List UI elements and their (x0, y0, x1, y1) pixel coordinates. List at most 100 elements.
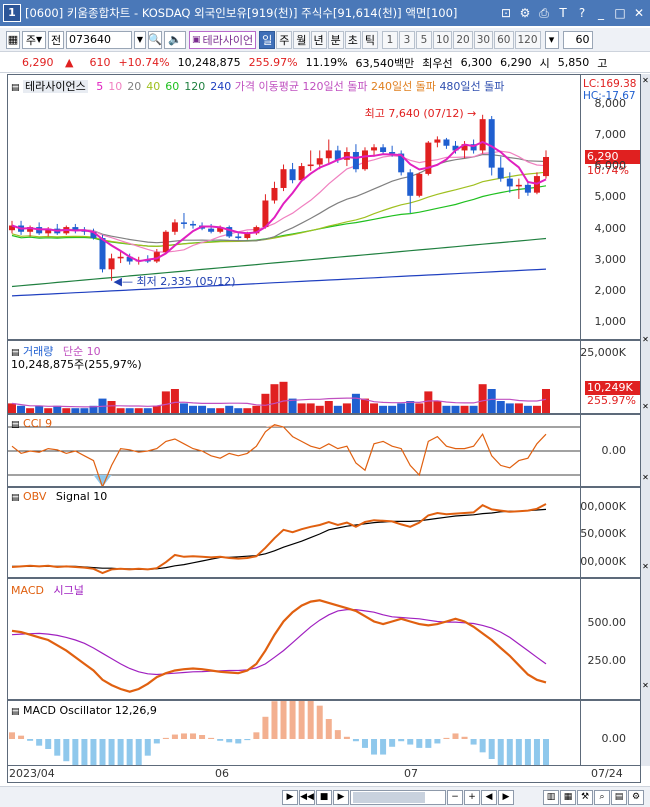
macd-panel[interactable]: MACD 시그널 (7, 578, 581, 700)
period-mark[interactable]: 전 (48, 30, 64, 49)
legend-icon: ▤ (11, 348, 20, 358)
print-icon[interactable]: ⎙ (539, 5, 549, 20)
scroll-right-icon[interactable]: ▶ (498, 790, 514, 805)
period-tab[interactable]: 틱 (361, 30, 378, 49)
count-input[interactable]: 60 (562, 30, 593, 49)
period-tab[interactable]: 일 (259, 30, 276, 49)
minimize-icon[interactable]: _ (598, 6, 604, 20)
candle-body (180, 222, 187, 224)
stop-icon[interactable]: ■ (316, 790, 332, 805)
code-dropdown-icon[interactable]: ▼ (134, 30, 146, 49)
interval-tab[interactable]: 3 (399, 30, 415, 49)
maximize-icon[interactable]: □ (614, 6, 626, 20)
price-legend: ▤ 테라사이언스 5 10 20 40 60 120 240 가격 이동평균 120일선 돌… (11, 78, 504, 94)
volume-bar (424, 391, 433, 413)
volume-bar (44, 408, 53, 413)
volume-bar (17, 405, 26, 413)
theme-button[interactable]: ▣ 테라사이언 (189, 30, 257, 49)
price-chart-svg (9, 114, 549, 297)
candle-body (389, 152, 396, 154)
chevron-down-icon: ▼ (35, 35, 43, 44)
volume-bar (415, 403, 424, 413)
cci-legend: ▤ CCI 9 (11, 417, 52, 430)
close-icon[interactable]: ✕ (642, 76, 649, 85)
panel-toggle-icon[interactable]: ▦ (6, 30, 20, 49)
period-tab[interactable]: 분 (327, 30, 344, 49)
ma-legend-item: 40 (146, 80, 161, 93)
osc-bar (135, 739, 142, 765)
price-tick: 7,000 (594, 127, 627, 141)
volume-title: 거래량 (23, 345, 54, 358)
period-tab[interactable]: 주 (276, 30, 293, 49)
period-tab[interactable]: 월 (293, 30, 310, 49)
close-icon[interactable]: ✕ (633, 6, 645, 20)
interval-tab[interactable]: 120 (514, 30, 541, 49)
volume-bar (279, 381, 288, 413)
close-icon[interactable]: ✕ (642, 402, 649, 411)
volume-bar (8, 403, 16, 413)
interval-menu-icon[interactable]: ▾ (544, 30, 559, 49)
save-icon[interactable]: ▤ (611, 790, 627, 805)
settings-icon[interactable]: ⚙ (519, 6, 531, 20)
volume-bar (207, 408, 216, 413)
period-tab[interactable]: 년 (310, 30, 327, 49)
interval-tab[interactable]: 20 (453, 30, 473, 49)
obv-panel[interactable]: ▤ OBV Signal 10 (7, 487, 581, 578)
close-icon[interactable]: ✕ (642, 473, 649, 482)
candle-body (307, 164, 314, 167)
stock-code-input[interactable]: 073640 (66, 30, 132, 49)
candle-body (171, 222, 178, 232)
grid-icon[interactable]: ▦ (560, 790, 576, 805)
price-tick: 5,000 (594, 190, 627, 204)
rewind-icon[interactable]: ◀◀ (299, 790, 315, 805)
interval-tab[interactable]: 10 (433, 30, 453, 49)
obv-line (11, 503, 547, 575)
volume-panel[interactable]: ▤ 거래량 단순 10 10,248,875주(255,97%) (7, 340, 581, 414)
search-icon[interactable]: 🔍 (148, 30, 162, 49)
obv-axis: 200,000K 150,000K 100,000K (581, 487, 641, 578)
interval-tab[interactable]: 1 (382, 30, 398, 49)
interval-tab[interactable]: 5 (416, 30, 432, 49)
volume-bar (189, 405, 198, 413)
zoom-in-icon[interactable]: + (464, 790, 480, 805)
scroll-track[interactable] (350, 790, 446, 805)
first-icon[interactable]: ▶ (282, 790, 298, 805)
scroll-left-icon[interactable]: ◀ (481, 790, 497, 805)
cci-panel[interactable]: ▤ CCI 9 (7, 414, 581, 487)
interval-tab[interactable]: 60 (494, 30, 514, 49)
period-tab[interactable]: 초 (344, 30, 361, 49)
volume-pct: 255.97% (248, 56, 298, 69)
volume-last-marker: 10,249K (585, 381, 640, 395)
speaker-icon[interactable]: 🔈 (164, 30, 186, 49)
text-icon[interactable]: T (559, 6, 567, 20)
osc-bar (389, 739, 396, 747)
close-icon[interactable]: ✕ (642, 335, 649, 344)
link-icon[interactable]: ⊡ (500, 6, 512, 20)
forward-icon[interactable]: ▶ (333, 790, 349, 805)
help-icon[interactable]: ? (578, 6, 586, 20)
close-icon[interactable]: ✕ (642, 681, 649, 690)
date-label: 2023/04 (9, 767, 55, 780)
interval-tab[interactable]: 30 (473, 30, 494, 49)
candle-body (352, 152, 359, 170)
price-panel[interactable]: ▤ 테라사이언스 5 10 20 40 60 120 240 가격 이동평균 120일선 돌… (7, 74, 581, 340)
candle-body (262, 200, 269, 228)
osc-bar (90, 739, 97, 765)
market-select[interactable]: 주 ▼ (22, 30, 46, 49)
panel-icon[interactable]: ▥ (543, 790, 559, 805)
osc-bar (380, 739, 387, 755)
osc-panel[interactable]: ▤ MACD Oscillator 12,26,9 (7, 700, 581, 766)
tools-icon[interactable]: ⚒ (577, 790, 593, 805)
search-icon[interactable]: ⌕ (594, 790, 610, 805)
volume-bar (216, 408, 225, 413)
title-bar: 1 [0600] 키움종합차트 - KOSDAQ 외국인보유[919(천)] 주… (0, 0, 650, 26)
close-icon[interactable]: ✕ (642, 562, 649, 571)
zoom-out-icon[interactable]: − (447, 790, 463, 805)
scroll-thumb[interactable] (353, 792, 425, 803)
volume-bar (170, 389, 179, 413)
settings-icon[interactable]: ⚙ (628, 790, 644, 805)
candle-body (90, 231, 97, 239)
osc-axis: 0.00 (581, 700, 641, 766)
volume-bar (89, 405, 98, 413)
theme-label: 테라사이언 (202, 33, 254, 47)
